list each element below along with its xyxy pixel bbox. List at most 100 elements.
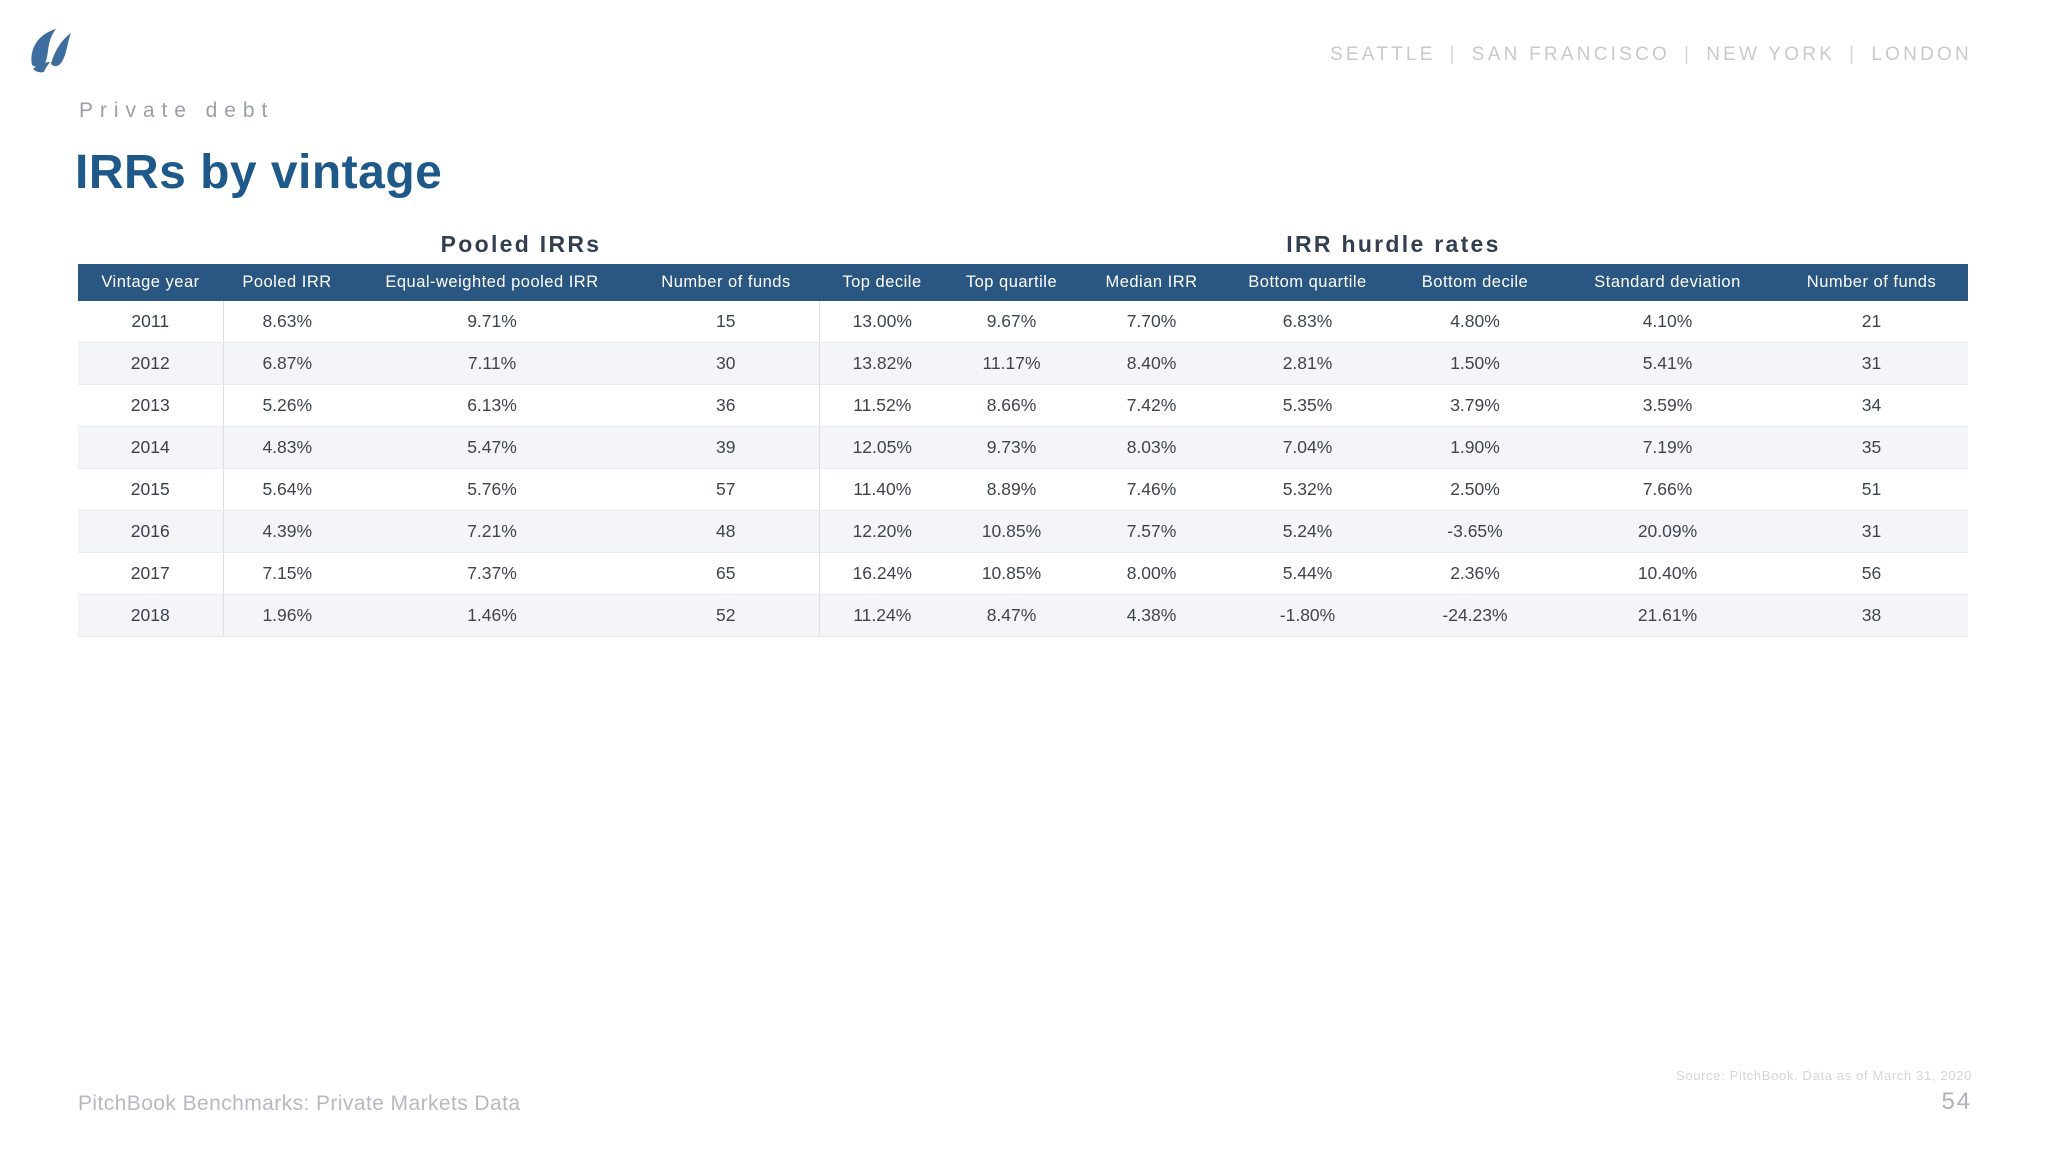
value-cell: 11.52%: [819, 384, 945, 427]
value-cell: 9.73%: [945, 426, 1078, 469]
table-row: 2011 8.63% 9.71% 15 13.00% 9.67% 7.70% 6.83% 4.8…: [78, 301, 1968, 343]
value-cell: 31: [1775, 510, 1968, 553]
value-cell: 56: [1775, 552, 1968, 595]
value-cell: 4.10%: [1560, 301, 1775, 343]
value-cell: 7.66%: [1560, 468, 1775, 511]
office-locations: SEATTLE | SAN FRANCISCO | NEW YORK | LONDON: [1330, 44, 1972, 66]
value-cell: 7.15%: [223, 552, 351, 595]
value-cell: 8.63%: [223, 301, 351, 343]
value-cell: 51: [1775, 468, 1968, 511]
value-cell: 13.00%: [819, 301, 945, 343]
page-number: 54: [1941, 1088, 1972, 1115]
source-note: Source: PitchBook. Data as of March 31, …: [1676, 1068, 1972, 1083]
value-cell: 8.03%: [1078, 426, 1225, 469]
value-cell: 2.36%: [1390, 552, 1560, 595]
value-cell: 65: [633, 552, 820, 595]
column-header: Bottom quartile: [1225, 264, 1390, 301]
value-cell: 11.40%: [819, 468, 945, 511]
value-cell: 10.85%: [945, 552, 1078, 595]
value-cell: 5.24%: [1225, 510, 1390, 553]
value-cell: 7.42%: [1078, 384, 1225, 427]
value-cell: 10.85%: [945, 510, 1078, 553]
value-cell: 4.80%: [1390, 301, 1560, 343]
column-header: Number of funds: [1775, 264, 1968, 301]
value-cell: 1.96%: [223, 594, 351, 637]
value-cell: 21: [1775, 301, 1968, 343]
vintage-year-cell: 2011: [78, 301, 224, 343]
column-header: Standard deviation: [1560, 264, 1775, 301]
vintage-year-cell: 2017: [78, 552, 224, 595]
value-cell: 7.57%: [1078, 510, 1225, 553]
value-cell: 9.71%: [351, 301, 633, 343]
table-group-header-row: Pooled IRRs IRR hurdle rates: [78, 224, 1968, 264]
value-cell: 6.13%: [351, 384, 633, 427]
table-row: 2014 4.83% 5.47% 39 12.05% 9.73% 8.03% 7.04% 1.9…: [78, 426, 1968, 469]
value-cell: 7.19%: [1560, 426, 1775, 469]
value-cell: 7.37%: [351, 552, 633, 595]
table-row: 2012 6.87% 7.11% 30 13.82% 11.17% 8.40% 2.81% 1.…: [78, 342, 1968, 385]
column-header: Median IRR: [1078, 264, 1225, 301]
value-cell: 4.83%: [223, 426, 351, 469]
value-cell: 3.59%: [1560, 384, 1775, 427]
value-cell: 38: [1775, 594, 1968, 637]
column-header: Top quartile: [945, 264, 1078, 301]
value-cell: -1.80%: [1225, 594, 1390, 637]
value-cell: 35: [1775, 426, 1968, 469]
value-cell: 8.40%: [1078, 342, 1225, 385]
column-header: Top decile: [819, 264, 945, 301]
city-separator: |: [1449, 44, 1458, 65]
value-cell: 57: [633, 468, 820, 511]
value-cell: 5.26%: [223, 384, 351, 427]
column-header: Number of funds: [633, 264, 819, 301]
irr-by-vintage-table: Vintage year Pooled IRR Equal-weighted poo…: [78, 264, 1968, 637]
value-cell: 5.47%: [351, 426, 633, 469]
vintage-year-cell: 2018: [78, 594, 224, 637]
value-cell: 10.40%: [1560, 552, 1775, 595]
value-cell: 5.32%: [1225, 468, 1390, 511]
value-cell: 21.61%: [1560, 594, 1775, 637]
pitchbook-logo-icon: [31, 29, 71, 73]
table-row: 2018 1.96% 1.46% 52 11.24% 8.47% 4.38% -1.80% -2…: [78, 594, 1968, 637]
value-cell: 6.83%: [1225, 301, 1390, 343]
value-cell: -3.65%: [1390, 510, 1560, 553]
value-cell: 36: [633, 384, 820, 427]
value-cell: 2.81%: [1225, 342, 1390, 385]
value-cell: 8.89%: [945, 468, 1078, 511]
value-cell: 12.20%: [819, 510, 945, 553]
value-cell: 13.82%: [819, 342, 945, 385]
value-cell: 1.90%: [1390, 426, 1560, 469]
value-cell: 30: [633, 342, 820, 385]
value-cell: 3.79%: [1390, 384, 1560, 427]
value-cell: 4.38%: [1078, 594, 1225, 637]
value-cell: 20.09%: [1560, 510, 1775, 553]
value-cell: 8.47%: [945, 594, 1078, 637]
value-cell: 34: [1775, 384, 1968, 427]
value-cell: 7.70%: [1078, 301, 1225, 343]
value-cell: 8.66%: [945, 384, 1078, 427]
vintage-year-cell: 2012: [78, 342, 224, 385]
city-label: NEW YORK: [1706, 44, 1836, 65]
city-separator: |: [1684, 44, 1693, 65]
value-cell: 11.17%: [945, 342, 1078, 385]
value-cell: 11.24%: [819, 594, 945, 637]
vintage-year-cell: 2016: [78, 510, 224, 553]
city-separator: |: [1849, 44, 1858, 65]
column-header: Pooled IRR: [223, 264, 351, 301]
value-cell: -24.23%: [1390, 594, 1560, 637]
column-header: Bottom decile: [1390, 264, 1560, 301]
value-cell: 8.00%: [1078, 552, 1225, 595]
value-cell: 1.46%: [351, 594, 633, 637]
vintage-year-cell: 2015: [78, 468, 224, 511]
value-cell: 16.24%: [819, 552, 945, 595]
value-cell: 7.11%: [351, 342, 633, 385]
footer-report-title: PitchBook Benchmarks: Private Markets Da…: [78, 1092, 521, 1115]
value-cell: 1.50%: [1390, 342, 1560, 385]
table-row: 2015 5.64% 5.76% 57 11.40% 8.89% 7.46% 5.32% 2.5…: [78, 468, 1968, 511]
column-header: Equal-weighted pooled IRR: [351, 264, 633, 301]
group-header-pooled-irrs: Pooled IRRs: [440, 230, 602, 257]
value-cell: 2.50%: [1390, 468, 1560, 511]
value-cell: 39: [633, 426, 820, 469]
table-row: 2013 5.26% 6.13% 36 11.52% 8.66% 7.42% 5.35% 3.7…: [78, 384, 1968, 427]
value-cell: 6.87%: [223, 342, 351, 385]
